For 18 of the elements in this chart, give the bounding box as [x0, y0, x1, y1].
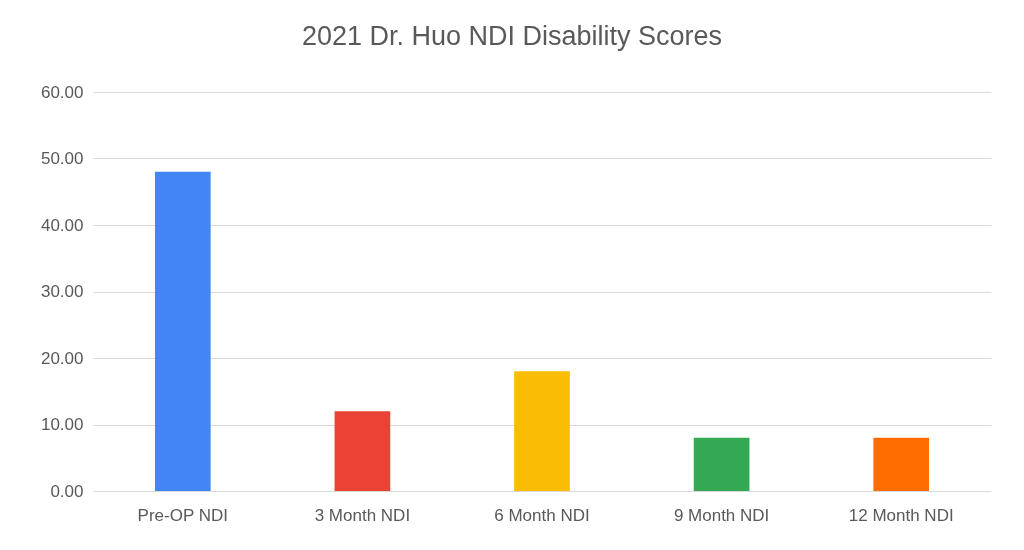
y-tick-label: 60.00 — [40, 82, 84, 102]
bar — [334, 411, 391, 491]
bar — [154, 171, 211, 491]
x-tick-label: Pre-OP NDI — [137, 505, 228, 525]
y-tick-label: 20.00 — [40, 348, 84, 368]
bar — [693, 437, 750, 491]
y-tick-label: 10.00 — [40, 415, 84, 434]
x-tick-label: 9 Month NDI — [673, 505, 770, 525]
x-tick-label: 6 Month NDI — [494, 505, 590, 525]
x-tick-label: 12 Month NDI — [848, 505, 954, 525]
bar — [514, 371, 570, 491]
x-tick-label: 3 Month NDI — [314, 505, 411, 525]
y-tick-label: 50.00 — [40, 149, 84, 168]
bar — [873, 437, 930, 491]
chart-title: 2021 Dr. Huo NDI Disability Scores — [301, 21, 723, 51]
y-tick-label: 30.00 — [40, 282, 84, 301]
y-tick-label: 0.00 — [50, 481, 84, 501]
y-tick-label: 40.00 — [40, 215, 84, 235]
